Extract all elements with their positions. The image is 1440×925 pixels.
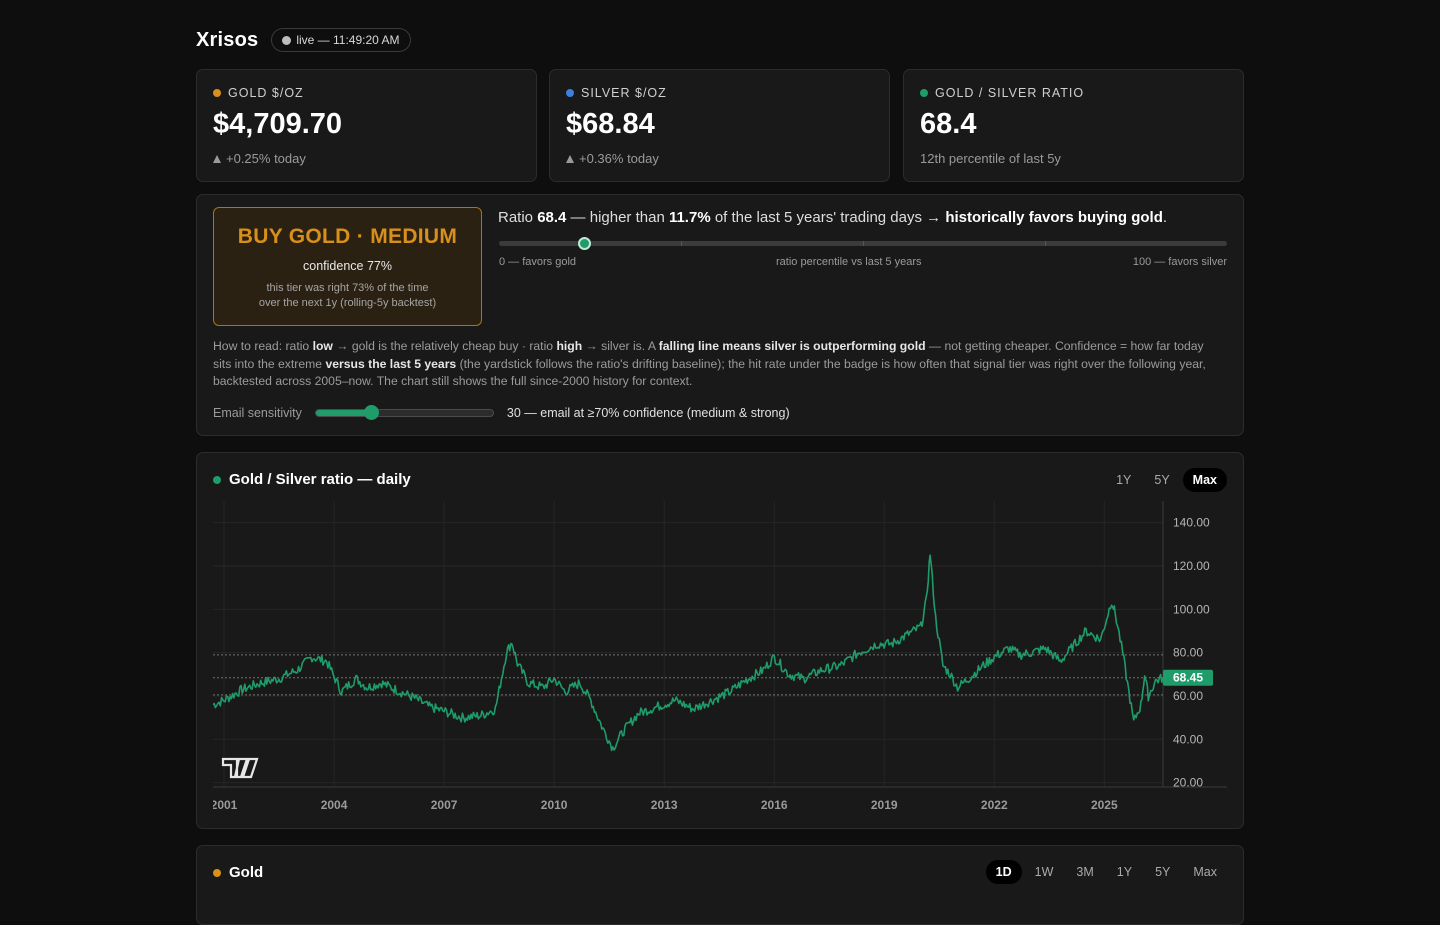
signal-note-line1: this tier was right 73% of the time	[266, 282, 429, 294]
signal-headline: Ratio 68.4 — higher than 11.7% of the la…	[498, 209, 1167, 226]
ratio-series-line	[213, 554, 1164, 752]
explain-text: → gold is the relatively cheap buy · rat…	[332, 339, 557, 353]
x-tick-label: 2022	[981, 798, 1008, 812]
range-5y-button[interactable]: 5Y	[1154, 473, 1170, 487]
track-tick	[681, 241, 682, 246]
gold-chart-title: Gold	[229, 864, 264, 881]
signal-confidence: confidence 77%	[303, 259, 392, 273]
ratio-label: GOLD / SILVER RATIO	[935, 86, 1085, 100]
silver-price-card: SILVER $/OZ $68.84 +0.36% today	[549, 69, 890, 182]
live-dot-icon	[282, 35, 292, 45]
gold-price-card: GOLD $/OZ $4,709.70 +0.25% today	[196, 69, 537, 182]
explain-bold: falling line means silver is outperformi…	[658, 339, 926, 353]
range-max-button[interactable]: Max	[1182, 468, 1227, 492]
chart-logo-icon	[221, 757, 259, 779]
gold-range-max-button[interactable]: Max	[1193, 865, 1217, 879]
gold-range-1w-button[interactable]: 1W	[1034, 865, 1054, 879]
track-tick	[863, 241, 864, 246]
explain-bold: high	[556, 339, 583, 353]
gold-change: +0.25% today	[226, 151, 306, 166]
x-tick-label: 2010	[541, 798, 568, 812]
email-sensitivity-row: Email sensitivity 30 — email at ≥70% con…	[213, 405, 790, 420]
explain-text: → silver is. A	[582, 339, 659, 353]
signal-note-line2: over the next 1y (rolling-5y backtest)	[258, 297, 437, 309]
gold-chart-dot-icon	[213, 868, 221, 877]
headline-verdict: historically favors buying gold	[945, 209, 1163, 226]
last-value-label: 68.45	[1173, 671, 1203, 685]
explain-text: How to read: ratio	[213, 339, 313, 353]
gold-price-label: GOLD $/OZ	[228, 86, 304, 100]
gold-chart-card: Gold 1D 1W 3M 1Y 5Y Max	[196, 845, 1244, 925]
x-tick-label: 2013	[651, 798, 678, 812]
headline-text: — higher than	[566, 209, 669, 226]
x-tick-label: 2007	[431, 798, 458, 812]
gold-range-1y-button[interactable]: 1Y	[1116, 865, 1133, 879]
ratio-dot-icon	[920, 89, 928, 97]
header: Xrisos live — 11:49:20 AM	[196, 26, 411, 54]
x-tick-label: 2019	[871, 798, 898, 812]
sensitivity-slider[interactable]	[314, 405, 494, 420]
explain-text: (the yardstick follows the ratio's drift…	[213, 356, 1206, 389]
signal-badge-title: BUY GOLD · MEDIUM	[237, 225, 458, 248]
range-1y-button[interactable]: 1Y	[1116, 473, 1132, 487]
gold-range-selector: 1D 1W 3M 1Y 5Y Max	[983, 860, 1227, 884]
ratio-chart: 2001 2004 2007 2010 2013 2016 2019 2022 2025 20.0…	[213, 501, 1227, 812]
track-tick	[1045, 241, 1046, 246]
silver-dot-icon	[566, 89, 574, 97]
y-tick-label: 20.00	[1173, 776, 1203, 790]
explain-text: — not getting cheaper. Confidence = how …	[213, 339, 1204, 371]
x-tick-label: 2001	[213, 798, 238, 812]
percentile-marker	[578, 237, 592, 250]
percentile-track	[499, 237, 1227, 250]
ratio-percentile: 12th percentile of last 5y	[920, 151, 1061, 166]
gold-range-5y-button[interactable]: 5Y	[1155, 865, 1171, 879]
ratio-range-selector: 1Y 5Y Max	[1103, 468, 1227, 492]
y-tick-label: 60.00	[1173, 689, 1203, 703]
x-tick-label: 2004	[321, 798, 348, 812]
ratio-value: 68.4	[920, 108, 977, 140]
gold-range-1d-button[interactable]: 1D	[985, 860, 1022, 884]
gold-price-value: $4,709.70	[213, 108, 343, 140]
headline-text: of the last 5 years' trading days →	[710, 209, 946, 226]
sensitivity-label: Email sensitivity	[213, 406, 302, 420]
silver-price-label: SILVER $/OZ	[581, 86, 667, 100]
explain-bold: low	[312, 339, 333, 353]
up-triangle-icon	[566, 154, 574, 163]
y-tick-label: 140.00	[1173, 516, 1210, 530]
scale-left-label: 0 — favors gold	[499, 256, 577, 268]
how-to-read-text: How to read: ratio low → gold is the rel…	[213, 338, 1225, 391]
y-tick-label: 40.00	[1173, 732, 1203, 746]
live-status-badge: live — 11:49:20 AM	[271, 28, 411, 52]
headline-percent: 11.7%	[668, 209, 711, 226]
signal-panel: BUY GOLD · MEDIUM confidence 77% this ti…	[196, 194, 1244, 436]
silver-price-value: $68.84	[566, 108, 655, 140]
headline-text: .	[1162, 209, 1168, 226]
x-tick-label: 2025	[1091, 798, 1118, 812]
y-tick-label: 120.00	[1173, 559, 1210, 573]
gold-range-3m-button[interactable]: 3M	[1076, 865, 1094, 879]
silver-change: +0.36% today	[579, 151, 659, 166]
sensitivity-fill	[315, 410, 372, 416]
y-tick-label: 80.00	[1173, 646, 1203, 660]
last-value-tag	[1163, 669, 1213, 686]
headline-text: Ratio	[498, 209, 538, 226]
ratio-card: GOLD / SILVER RATIO 68.4 12th percentile…	[903, 69, 1244, 182]
ratio-chart-title: Gold / Silver ratio — daily	[229, 471, 411, 488]
scale-mid-label: ratio percentile vs last 5 years	[776, 256, 922, 268]
live-label: live — 11:49:20 AM	[296, 33, 400, 47]
scale-right-label: 100 — favors silver	[1132, 256, 1227, 268]
sensitivity-handle[interactable]	[363, 405, 379, 420]
explain-bold: versus the last 5 years	[325, 356, 457, 371]
up-triangle-icon	[213, 154, 221, 163]
x-tick-label: 2016	[761, 798, 788, 812]
ratio-chart-card: Gold / Silver ratio — daily 1Y 5Y Max 20…	[196, 452, 1244, 829]
headline-ratio: 68.4	[537, 209, 567, 226]
y-tick-label: 100.00	[1173, 602, 1210, 616]
ratio-chart-dot-icon	[213, 475, 221, 484]
sensitivity-value-text: 30 — email at ≥70% confidence (medium & …	[506, 406, 790, 420]
brand-title: Xrisos	[196, 28, 259, 51]
signal-badge: BUY GOLD · MEDIUM confidence 77% this ti…	[213, 207, 482, 326]
gold-dot-icon	[213, 89, 221, 97]
